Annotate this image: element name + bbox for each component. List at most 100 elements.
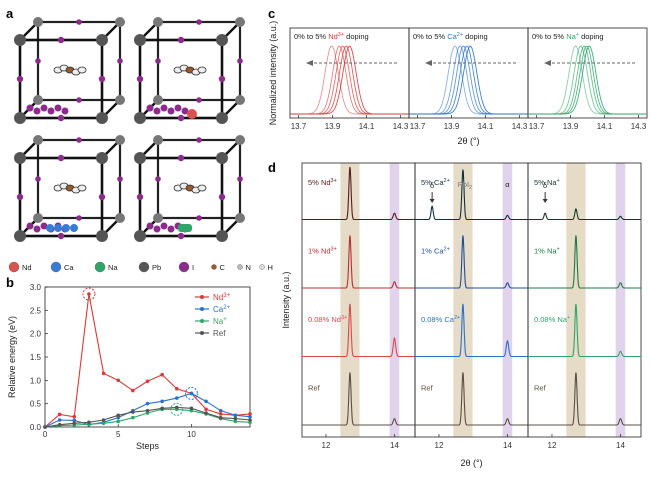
iodine-atom	[153, 107, 161, 115]
lead-atom	[14, 152, 26, 164]
legend-label-i: I	[192, 263, 194, 272]
alpha-phase-label: α	[505, 180, 510, 189]
iodine-atom	[35, 176, 41, 182]
unit-cell	[134, 135, 245, 242]
trace-ion-charge: 2+	[444, 247, 450, 253]
trace-percent: 0.08%	[534, 315, 557, 324]
dopant-atom	[54, 224, 62, 232]
trace-ion: Ca	[444, 315, 454, 324]
diffraction-peak	[528, 45, 647, 115]
iodine-atom	[177, 232, 185, 240]
x-tick-label: 5	[116, 430, 121, 439]
doping-label: 0% to 5% Ca2+ doping	[413, 32, 488, 41]
x-tick-label: 13.7	[529, 122, 545, 131]
lead-atom	[134, 34, 146, 46]
iodine-atom	[237, 176, 243, 182]
iodine-atom	[117, 58, 123, 64]
data-point	[43, 425, 47, 429]
iodine-atom	[155, 58, 161, 64]
doping-ion-charge: 3+	[338, 32, 344, 38]
diffraction-peak	[409, 45, 528, 115]
legend-swatch-na	[94, 261, 106, 273]
iodine-atom	[26, 222, 34, 230]
unit-cell	[134, 17, 245, 124]
trace-ion-charge: +	[557, 247, 560, 253]
iodine-atom	[98, 193, 106, 201]
lead-atom	[216, 230, 228, 242]
iodine-atom	[54, 104, 62, 112]
x-tick-label: 13.9	[444, 122, 460, 131]
trace-percent: 1%	[421, 247, 434, 256]
diffraction-peak	[290, 45, 409, 115]
data-point	[145, 379, 150, 384]
x-tick-label: 13.9	[325, 122, 341, 131]
legend-name: Nd	[213, 293, 223, 302]
pbi2-band	[340, 163, 360, 437]
x-axis-label: 2θ (°)	[460, 458, 482, 468]
lead-atom	[96, 112, 108, 124]
trace-percent: 5%	[308, 178, 321, 187]
legend-swatch-h	[259, 264, 265, 270]
lead-atom	[33, 17, 43, 27]
dopant-atom	[187, 109, 197, 119]
shift-arrowhead	[544, 60, 551, 66]
trace-label: 0.08% Ca2+	[421, 315, 460, 324]
iodine-atom	[40, 222, 48, 230]
iodine-atom	[146, 104, 154, 112]
energy-profile-chart: 0.0 0.5 1.0 1.5 2.0 2.5 3.0 0 5 10 Steps Relative e…	[7, 283, 252, 451]
highlight-circle	[184, 386, 198, 400]
xrd-trace	[302, 372, 415, 426]
lead-atom	[153, 17, 163, 27]
highlight-circle	[170, 402, 184, 416]
iodine-atom	[76, 19, 82, 25]
diffraction-peak	[528, 45, 647, 115]
lead-atom	[235, 213, 245, 223]
y-tick-label: 3.0	[30, 283, 42, 292]
alpha-band	[615, 163, 626, 437]
shift-arrowhead	[306, 60, 313, 66]
xrd-trace	[528, 235, 641, 289]
delta-arrowhead	[542, 199, 548, 203]
doping-ion: Nd	[328, 32, 338, 41]
lead-atom	[235, 135, 245, 145]
legend-sup: +	[223, 317, 227, 323]
trace-percent: 5%	[421, 178, 434, 187]
trace-ion-charge: 3+	[341, 315, 347, 321]
legend-label: Ca2+	[213, 305, 231, 314]
organic-molecule	[197, 66, 207, 74]
y-axis-label: Intensity (a.u.)	[281, 271, 291, 328]
xrd-trace	[302, 235, 415, 289]
y-tick-label: 2.5	[30, 306, 42, 315]
organic-molecule	[77, 184, 87, 192]
x-tick-label: 14	[503, 441, 512, 450]
iodine-atom	[136, 75, 144, 83]
organic-molecule	[197, 184, 207, 192]
legend-marker	[200, 331, 204, 335]
data-point	[57, 422, 62, 427]
data-point	[233, 416, 238, 421]
iodine-atom	[16, 193, 24, 201]
highlight-circle	[82, 287, 96, 301]
iodine-atom	[218, 193, 226, 201]
data-point	[101, 371, 106, 376]
diffraction-peak	[290, 45, 409, 115]
data-point	[72, 414, 77, 419]
trace-ion: Na	[547, 247, 557, 256]
legend-swatch-n	[237, 264, 243, 270]
data-point	[204, 411, 208, 415]
iodine-atom	[177, 36, 185, 44]
subplot-frame	[527, 27, 648, 119]
legend-swatch-c	[211, 264, 217, 270]
y-tick-label: 1.0	[30, 376, 42, 385]
iodine-atom	[167, 107, 175, 115]
data-point	[57, 418, 62, 422]
data-point	[160, 406, 164, 411]
trace-percent: Ref	[308, 384, 321, 393]
xrd-trace	[528, 208, 641, 221]
xrd-trace	[528, 303, 641, 358]
legend-name: Na	[213, 317, 224, 326]
iodine-atom	[26, 104, 34, 112]
x-tick-label: 14	[616, 441, 625, 450]
lead-atom	[235, 95, 245, 105]
delta-phase-label: δ	[430, 181, 434, 190]
